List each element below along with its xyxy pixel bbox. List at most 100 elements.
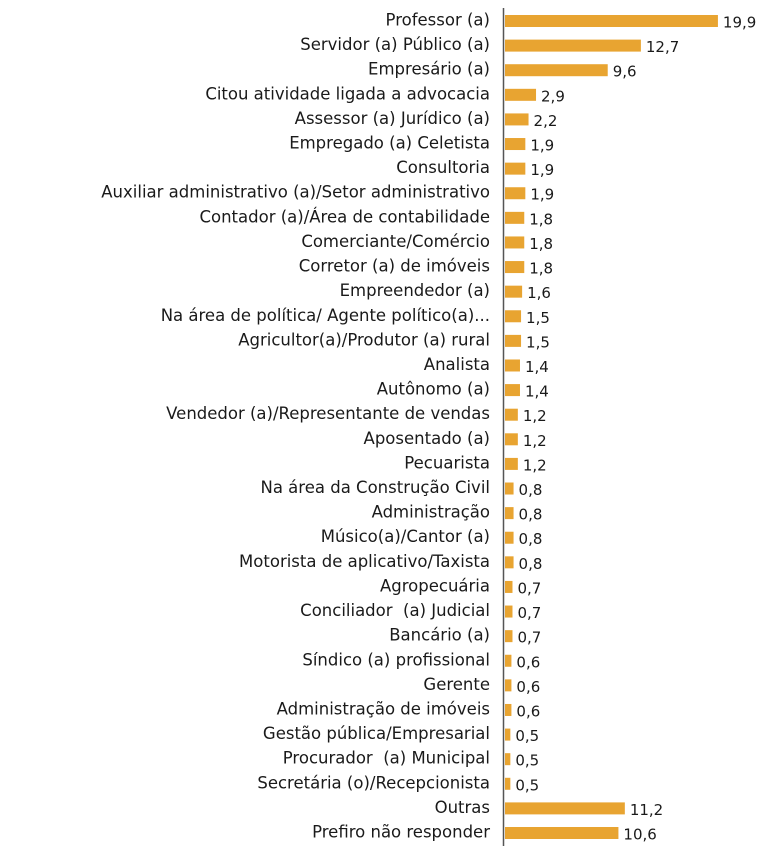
bar: [505, 556, 514, 569]
value-label: 0,5: [515, 752, 539, 770]
category-label: Corretor (a) de imóveis: [299, 257, 490, 276]
bar: [505, 827, 619, 839]
category-label: Secretária (o)/Recepcionista: [257, 773, 490, 792]
category-label: Citou atividade ligada a advocacia: [205, 84, 490, 103]
bar: [505, 703, 512, 716]
category-label: Prefiro não responder: [312, 823, 490, 842]
value-label: 11,2: [630, 801, 663, 819]
bar: [505, 138, 526, 151]
value-label: 1,5: [526, 309, 550, 327]
value-label: 10,6: [623, 826, 656, 844]
category-label: Outras: [435, 798, 490, 817]
value-label: 1,8: [529, 260, 553, 278]
value-label: 1,4: [525, 383, 549, 401]
value-label: 0,8: [519, 506, 543, 524]
bar: [505, 802, 625, 815]
category-label: Comerciante/Comércio: [301, 232, 490, 251]
bar: [505, 39, 641, 52]
value-label: 0,8: [519, 530, 543, 548]
category-label: Servidor (a) Público (a): [300, 35, 490, 54]
category-label: Músico(a)/Cantor (a): [321, 527, 490, 546]
bar: [505, 261, 525, 274]
bar: [505, 15, 718, 27]
value-label: 1,2: [523, 456, 547, 474]
category-label: Autônomo (a): [377, 380, 490, 399]
value-label: 2,2: [534, 112, 558, 130]
category-label: Administração: [372, 503, 490, 522]
category-label: Assessor (a) Jurídico (a): [295, 109, 490, 128]
value-label: 1,9: [530, 186, 554, 204]
value-label: 1,8: [529, 210, 553, 228]
category-label: Agricultor(a)/Produtor (a) rural: [238, 330, 490, 349]
value-label: 0,6: [516, 653, 540, 671]
bar: [505, 777, 511, 790]
bar: [505, 211, 525, 224]
bar: [505, 679, 512, 692]
bar: [505, 88, 537, 101]
bar: [505, 236, 525, 249]
value-label: 1,2: [523, 407, 547, 425]
category-label: Professor (a): [386, 11, 490, 30]
bar: [505, 605, 513, 618]
value-label: 9,6: [613, 63, 637, 81]
value-label: 1,8: [529, 235, 553, 253]
bar: [505, 113, 529, 126]
category-label: Empresário (a): [368, 60, 490, 79]
category-label: Gerente: [423, 675, 490, 694]
category-label: Gestão pública/Empresarial: [263, 724, 490, 743]
value-label: 0,8: [519, 555, 543, 573]
category-label: Administração de imóveis: [277, 699, 490, 718]
value-label: 0,7: [517, 604, 541, 622]
value-label: 0,7: [517, 629, 541, 647]
bar: [505, 654, 512, 667]
category-label: Contador (a)/Área de contabilidade: [199, 207, 490, 226]
category-label: Consultoria: [396, 158, 490, 177]
value-label: 1,2: [523, 432, 547, 450]
value-label: 1,9: [530, 137, 554, 155]
category-label: Vendedor (a)/Representante de vendas: [166, 404, 490, 423]
bar: [505, 310, 522, 323]
category-label: Conciliador (a) Judicial: [300, 601, 490, 620]
value-label: 1,6: [527, 284, 551, 302]
value-label: 1,9: [530, 161, 554, 179]
bar: [505, 162, 526, 175]
category-label: Na área da Construção Civil: [260, 478, 490, 497]
category-label: Empreendedor (a): [340, 281, 490, 300]
bar: [505, 630, 513, 643]
category-label: Analista: [424, 355, 490, 374]
value-label: 12,7: [646, 38, 679, 56]
category-label: Na área de política/ Agente político(a).…: [161, 306, 490, 325]
value-label: 0,6: [516, 678, 540, 696]
bar: [505, 531, 514, 544]
value-label: 0,5: [515, 727, 539, 745]
bar: [505, 359, 520, 372]
value-label: 1,5: [526, 333, 550, 351]
bar: [505, 482, 514, 495]
bar: [505, 64, 608, 77]
bar: [505, 728, 511, 741]
category-label: Motorista de aplicativo/Taxista: [239, 552, 490, 571]
category-label: Bancário (a): [389, 626, 490, 645]
value-label: 0,8: [519, 481, 543, 499]
bar: [505, 507, 514, 520]
value-label: 1,4: [525, 358, 549, 376]
bar: [505, 580, 513, 593]
bar: [505, 408, 518, 421]
value-label: 19,9: [723, 14, 756, 32]
category-label: Aposentado (a): [364, 429, 490, 448]
bar: [505, 187, 526, 200]
bar: [505, 753, 511, 766]
category-label: Empregado (a) Celetista: [289, 134, 490, 153]
value-label: 0,7: [517, 579, 541, 597]
category-label: Auxiliar administrativo (a)/Setor admini…: [101, 183, 490, 202]
bar: [505, 433, 518, 446]
bar: [505, 457, 518, 470]
category-label: Agropecuária: [380, 576, 490, 595]
bar: [505, 384, 520, 397]
category-label: Pecuarista: [404, 453, 490, 472]
bar: [505, 285, 523, 298]
value-label: 2,9: [541, 87, 565, 105]
bar: [505, 334, 522, 347]
category-label: Procurador (a) Municipal: [283, 749, 490, 768]
